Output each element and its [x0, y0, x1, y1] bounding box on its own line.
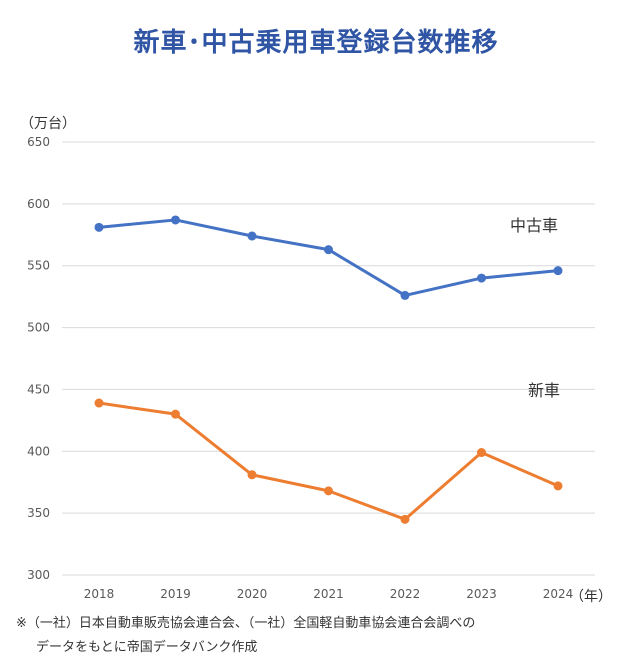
x-tick-labels: 2018 2019 2020 2021 2022 2023 2024: [84, 587, 574, 601]
y-tick-300: 300: [27, 568, 50, 582]
grid-lines: [62, 141, 595, 576]
data-point-0-2022: [400, 290, 410, 300]
series-label-0: 中古車: [510, 216, 558, 235]
y-tick-550: 550: [27, 259, 50, 273]
y-tick-400: 400: [27, 444, 50, 458]
source-note-line-2: データをもとに帝国データバンク作成: [36, 640, 258, 655]
data-point-0-2021: [324, 245, 333, 255]
x-tick-2020: 2020: [237, 587, 268, 601]
data-point-0-2024: [553, 266, 563, 276]
data-point-1-2024: [553, 481, 563, 491]
y-tick-600: 600: [27, 197, 50, 211]
source-note-line-1: ※（一社）日本自動車販売協会連合会、（一社）全国軽自動車協会連合会調べの: [16, 616, 476, 631]
series-line-0: [98, 218, 559, 297]
data-point-1-2022: [400, 514, 410, 524]
chart-title: 新車･中古乗用車登録台数推移: [133, 28, 499, 58]
data-point-0-2023: [477, 273, 486, 283]
y-axis-label: （万台）: [20, 116, 76, 132]
series-label-1: 新車: [528, 381, 560, 400]
data-point-1-2023: [477, 448, 486, 458]
x-tick-2018: 2018: [84, 587, 115, 601]
x-tick-2024: 2024: [543, 587, 574, 601]
data-point-1-2019: [171, 409, 180, 419]
x-tick-2019: 2019: [160, 587, 191, 601]
x-tick-2022: 2022: [390, 587, 421, 601]
data-point-0-2020: [247, 231, 257, 241]
data-point-1-2018: [94, 398, 104, 408]
series-lines: [94, 215, 563, 524]
y-tick-500: 500: [27, 321, 50, 335]
x-tick-2023: 2023: [466, 587, 497, 601]
y-tick-650: 650: [27, 135, 50, 149]
series-line-1: [98, 401, 559, 521]
data-point-1-2021: [324, 486, 333, 496]
data-point-1-2020: [247, 470, 257, 480]
x-tick-2021: 2021: [313, 587, 344, 601]
x-axis-label: （年）: [570, 589, 612, 605]
y-tick-350: 350: [27, 506, 50, 520]
data-point-0-2018: [94, 222, 104, 232]
y-tick-labels: 300 350 400 450 500 550 600 650: [27, 135, 50, 582]
data-point-0-2019: [171, 215, 180, 225]
y-tick-450: 450: [27, 382, 50, 396]
